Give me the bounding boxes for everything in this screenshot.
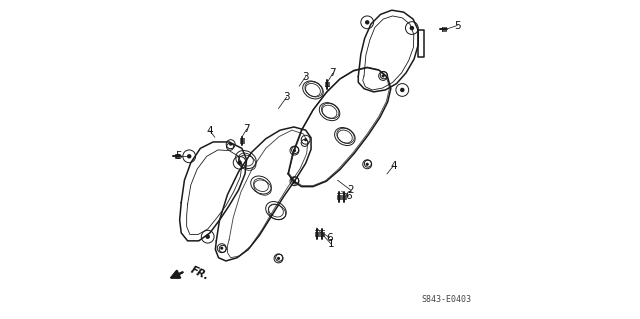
Circle shape — [277, 257, 280, 260]
Circle shape — [304, 138, 307, 141]
Text: 5: 5 — [454, 20, 461, 31]
Text: 7: 7 — [243, 124, 250, 134]
Circle shape — [229, 143, 232, 146]
Text: 3: 3 — [302, 71, 309, 82]
Circle shape — [365, 20, 369, 25]
Circle shape — [410, 26, 414, 30]
Text: 6: 6 — [326, 233, 333, 243]
Circle shape — [381, 74, 385, 78]
Circle shape — [205, 234, 210, 239]
Circle shape — [365, 163, 369, 166]
Text: 6: 6 — [346, 191, 352, 201]
Circle shape — [187, 154, 191, 159]
Text: 2: 2 — [347, 185, 354, 195]
Text: FR.: FR. — [189, 265, 211, 282]
Text: 1: 1 — [328, 239, 335, 249]
Circle shape — [220, 247, 223, 250]
Text: 5: 5 — [175, 151, 181, 161]
Circle shape — [293, 149, 296, 152]
Text: 4: 4 — [390, 161, 397, 171]
Circle shape — [400, 88, 404, 92]
Circle shape — [237, 160, 242, 165]
Text: S843-E0403: S843-E0403 — [421, 295, 471, 304]
Text: 3: 3 — [283, 92, 290, 102]
Text: 4: 4 — [207, 126, 213, 136]
Text: 7: 7 — [330, 68, 336, 78]
Circle shape — [293, 180, 296, 183]
